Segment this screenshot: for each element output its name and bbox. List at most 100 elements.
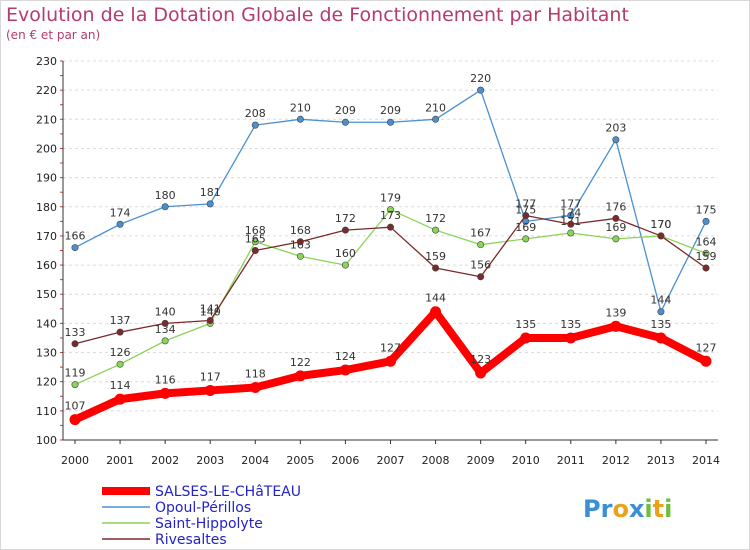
y-tick-label: 210 [36,113,57,126]
data-point [477,241,485,249]
data-point [251,121,259,129]
data-label: 114 [110,379,131,392]
data-label: 127 [380,341,401,354]
y-tick-label: 130 [36,347,57,360]
data-point [477,273,485,281]
data-point [71,244,79,252]
chart-title: Evolution de la Dotation Globale de Fonc… [6,4,629,26]
data-label: 209 [335,104,356,117]
data-point [432,226,440,234]
data-point [116,360,124,368]
data-point [567,220,575,228]
data-label: 119 [65,367,86,380]
data-label: 210 [425,101,446,114]
y-tick-label: 190 [36,172,57,185]
data-label: 168 [245,224,266,237]
data-point [204,384,216,396]
y-tick-label: 230 [36,55,57,68]
x-tick-label: 2005 [286,454,314,467]
y-tick-label: 170 [36,230,57,243]
data-point [522,212,530,220]
data-label: 170 [650,218,671,231]
data-point [249,382,261,394]
data-label: 169 [605,221,626,234]
y-tick-label: 110 [36,405,57,418]
x-tick-label: 2006 [331,454,359,467]
data-point [296,115,304,123]
data-point [612,235,620,243]
x-tick-label: 2010 [512,454,540,467]
data-label: 220 [470,72,491,85]
x-tick-label: 2000 [61,454,89,467]
y-tick-label: 220 [36,84,57,97]
data-label: 175 [515,203,536,216]
data-point [567,229,575,237]
x-tick-label: 2012 [602,454,630,467]
data-label: 144 [425,292,446,305]
data-label: 133 [65,326,86,339]
x-tick-label: 2009 [467,454,495,467]
data-label: 117 [200,370,221,383]
data-label: 203 [605,122,626,135]
data-label: 135 [650,318,671,331]
data-point [206,316,214,324]
data-label: 165 [245,233,266,246]
data-label: 168 [290,224,311,237]
x-tick-label: 2007 [377,454,405,467]
data-label: 123 [470,353,491,366]
data-point [116,220,124,228]
data-point [655,332,667,344]
data-point [339,364,351,376]
data-label: 173 [380,209,401,222]
data-label: 180 [155,189,176,202]
data-point [161,319,169,327]
data-point [341,118,349,126]
data-label: 209 [380,104,401,117]
data-label: 169 [515,221,536,234]
data-label: 127 [696,341,717,354]
data-point [520,332,532,344]
legend-entry: Rivesaltes [155,532,227,548]
series-salses-le-ch-teau: 107 114 116 117 118 122 124 127 144 123 135 135 139 1… [65,292,717,426]
data-point [432,115,440,123]
data-point [657,308,665,316]
y-tick-label: 200 [36,142,57,155]
data-point [161,203,169,211]
data-label: 107 [65,400,86,413]
data-label: 208 [245,107,266,120]
y-tick-label: 180 [36,201,57,214]
data-label: 167 [470,227,491,240]
legend-entry: SALSES-LE-CHâTEAU [155,484,301,500]
y-tick-label: 160 [36,259,57,272]
data-label: 126 [110,346,131,359]
chart-subtitle: (en € et par an) [6,28,101,42]
y-tick-label: 100 [36,434,57,447]
data-label: 170 [650,218,671,231]
data-label: 181 [200,186,221,199]
data-point [702,217,710,225]
data-point [477,86,485,94]
data-label: 144 [650,294,671,307]
data-label: 172 [335,212,356,225]
data-label: 137 [110,314,131,327]
y-tick-label: 150 [36,288,57,301]
data-point [430,306,442,318]
x-tick-label: 2014 [692,454,720,467]
data-point [296,252,304,260]
data-label: 141 [200,302,221,315]
data-point [69,414,81,426]
brand-logo: Proxiti [583,495,672,523]
y-tick-label: 140 [36,317,57,330]
data-point [251,238,259,246]
data-point [161,337,169,345]
data-point [296,238,304,246]
x-tick-label: 2011 [557,454,585,467]
x-tick-label: 2008 [422,454,450,467]
data-label: 160 [335,247,356,260]
data-point [386,206,394,214]
x-tick-label: 2004 [241,454,269,467]
data-point [612,214,620,222]
data-point [610,320,622,332]
